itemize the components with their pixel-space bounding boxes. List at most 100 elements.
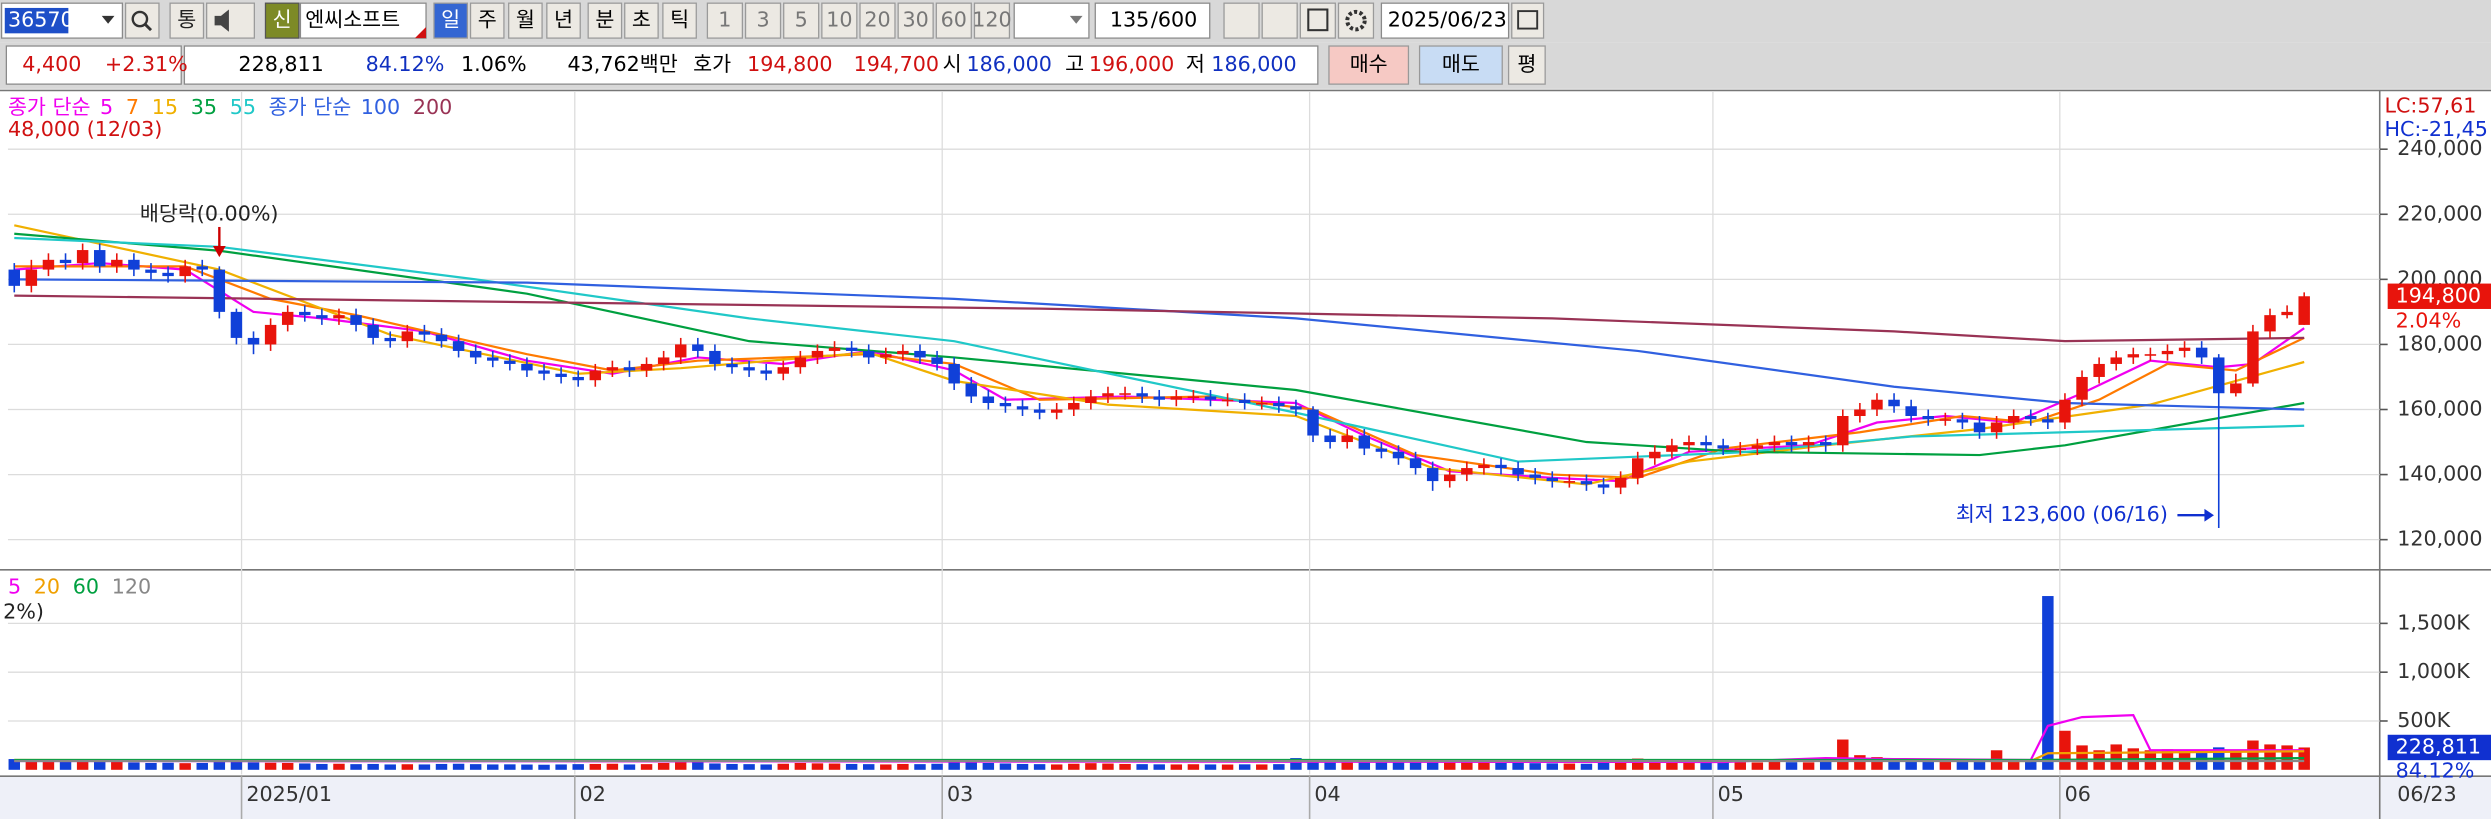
y-tick-label: 180,000 — [2397, 331, 2482, 355]
quote-label: 호가 — [693, 52, 731, 76]
candle-body — [880, 354, 892, 358]
volume-bar — [845, 763, 858, 770]
candle-body — [196, 266, 208, 270]
legend-entry: 5 — [8, 574, 21, 598]
legend-entry: 15 — [152, 95, 178, 119]
credit: 신 — [273, 8, 292, 32]
search-button[interactable] — [124, 2, 160, 39]
interval-button[interactable] — [821, 2, 858, 39]
candle-body — [1136, 393, 1148, 397]
tool-button[interactable] — [1223, 2, 1260, 39]
calendar-button[interactable] — [1511, 2, 1545, 39]
dropdown-arrow[interactable] — [101, 15, 115, 24]
count-box[interactable] — [1094, 2, 1211, 39]
candle-body — [1187, 396, 1200, 399]
volume-bar — [42, 760, 55, 770]
candle-body — [845, 347, 858, 351]
interval-button[interactable] — [706, 2, 744, 39]
volume-bar — [1717, 761, 1729, 770]
interval-button[interactable] — [897, 2, 934, 39]
buy-button[interactable] — [1328, 45, 1410, 85]
sound-button[interactable] — [206, 2, 255, 39]
period-button[interactable] — [662, 2, 697, 39]
interval-button[interactable] — [744, 2, 782, 39]
candle-body — [162, 272, 174, 277]
candle-body — [333, 315, 345, 319]
period-button[interactable] — [587, 2, 623, 39]
candle-body — [572, 376, 584, 381]
change: 4,400 — [22, 52, 81, 76]
candle-body — [111, 259, 123, 267]
tool-button[interactable] — [1261, 2, 1298, 39]
info-cell — [5, 45, 182, 85]
candle-body — [1016, 406, 1029, 410]
candle-body — [1546, 477, 1558, 482]
volume-bar — [418, 764, 431, 770]
period-button[interactable] — [433, 2, 468, 39]
settings-button[interactable] — [1337, 2, 1375, 39]
annotation-arrow — [2204, 508, 2214, 522]
period-button[interactable] — [508, 2, 543, 39]
candle-body — [1119, 393, 1131, 395]
candle-body — [1050, 409, 1063, 413]
volume-bar — [316, 763, 328, 770]
volume-bar — [1922, 761, 1934, 770]
period-button[interactable] — [469, 2, 505, 39]
volume-bar — [111, 761, 123, 770]
high-label: 48,000 (12/03) — [8, 117, 162, 141]
candle-body — [1649, 451, 1661, 459]
volume-bar — [1837, 739, 1849, 770]
x-tick-label: 02 — [580, 782, 606, 806]
volume-bar — [350, 764, 362, 770]
candle-body — [145, 269, 157, 273]
volume-bar — [1256, 764, 1268, 770]
candle-body — [299, 311, 311, 316]
save-button[interactable] — [1299, 2, 1336, 39]
interval-button[interactable] — [935, 2, 972, 39]
volume-bar — [1785, 762, 1798, 770]
credit-button[interactable] — [264, 2, 300, 39]
date-box[interactable] — [1380, 2, 1510, 39]
interval-button[interactable] — [783, 2, 820, 39]
candle-body — [418, 331, 431, 335]
sell: 매도 — [1442, 52, 1480, 76]
candle-body — [1700, 442, 1712, 446]
volume-bar — [709, 763, 721, 770]
volume-bar — [1170, 764, 1183, 770]
volume-bar — [521, 764, 533, 770]
y-tick-label: 140,000 — [2397, 462, 2482, 486]
volume-bar — [640, 764, 653, 770]
candle-body — [1085, 396, 1097, 403]
total-button[interactable] — [169, 2, 205, 39]
candle-body — [93, 250, 106, 267]
period-button[interactable] — [624, 2, 659, 39]
avg-button[interactable] — [1507, 45, 1546, 85]
sell-button[interactable] — [1418, 45, 1503, 85]
y-tick-label: 160,000 — [2397, 397, 2482, 421]
volume-bar — [76, 761, 89, 770]
candle-body — [1768, 442, 1781, 446]
name-box[interactable] — [299, 2, 427, 39]
save-icon — [1307, 8, 1329, 32]
candle-body — [230, 311, 243, 338]
low-label: 저 — [1186, 52, 1205, 76]
volume-bar — [1512, 762, 1524, 770]
interval-button[interactable] — [973, 2, 1011, 39]
legend-entry: 5 — [100, 95, 113, 119]
candle-body — [1221, 399, 1234, 402]
period: 일 — [441, 8, 460, 32]
volume-bar — [692, 761, 704, 770]
volume-bar — [572, 764, 584, 770]
gear-icon — [1345, 9, 1367, 32]
candle-body — [504, 360, 516, 364]
volume-bar — [469, 764, 482, 770]
candle-body — [401, 331, 414, 342]
x-end-label: 06/23 — [2397, 782, 2456, 806]
period-button[interactable] — [546, 2, 581, 39]
interval-button[interactable] — [859, 2, 896, 39]
candle-body — [1273, 402, 1285, 407]
y-tick-label: 220,000 — [2397, 201, 2482, 225]
period: 주 — [478, 8, 497, 32]
candle-body — [179, 266, 191, 277]
